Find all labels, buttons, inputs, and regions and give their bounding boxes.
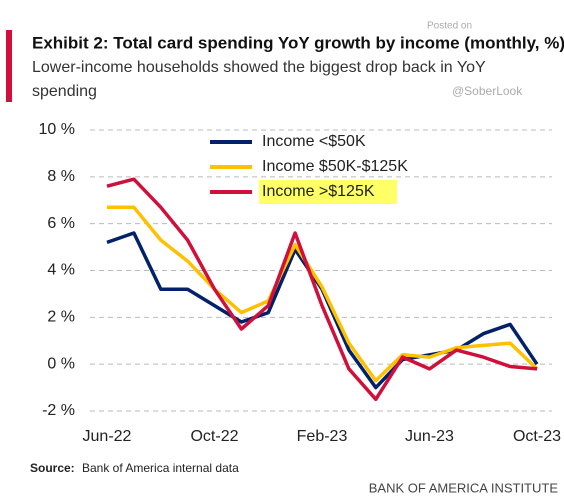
series-line (106, 177, 538, 402)
watermark: Posted on (427, 21, 472, 32)
watermark: @SoberLook (452, 84, 523, 98)
series-line (107, 205, 539, 383)
source-label: Source: (30, 461, 75, 475)
x-tick-label: Feb-23 (297, 428, 348, 445)
y-tick-label: 10 % (39, 121, 75, 138)
y-tick-label: 0 % (47, 355, 75, 372)
y-tick-label: 8 % (47, 168, 75, 185)
y-tick-label: 6 % (47, 215, 75, 232)
legend-label: Income >$125K (262, 183, 375, 200)
source: Bank of America internal data (82, 461, 239, 475)
brand: BANK OF AMERICA INSTITUTE (369, 480, 559, 495)
legend-label: Income <$50K (262, 133, 366, 150)
y-tick-label: -2 % (42, 402, 75, 419)
legend-label: Income $50K-$125K (262, 158, 408, 175)
x-tick-label: Oct-22 (190, 428, 238, 445)
y-tick-label: 4 % (47, 262, 75, 279)
x-tick-label: Jun-23 (405, 428, 454, 445)
y-tick-label: 2 % (47, 309, 75, 326)
chart-subtitle: Lower-income households showed the bigge… (32, 59, 486, 100)
legend-highlight (259, 180, 397, 204)
chart-title: Exhibit 2: Total card spending YoY growt… (32, 33, 564, 52)
x-tick-label: Jun-22 (83, 428, 132, 445)
x-tick-label: Oct-23 (513, 428, 561, 445)
accent-bar (6, 30, 12, 102)
